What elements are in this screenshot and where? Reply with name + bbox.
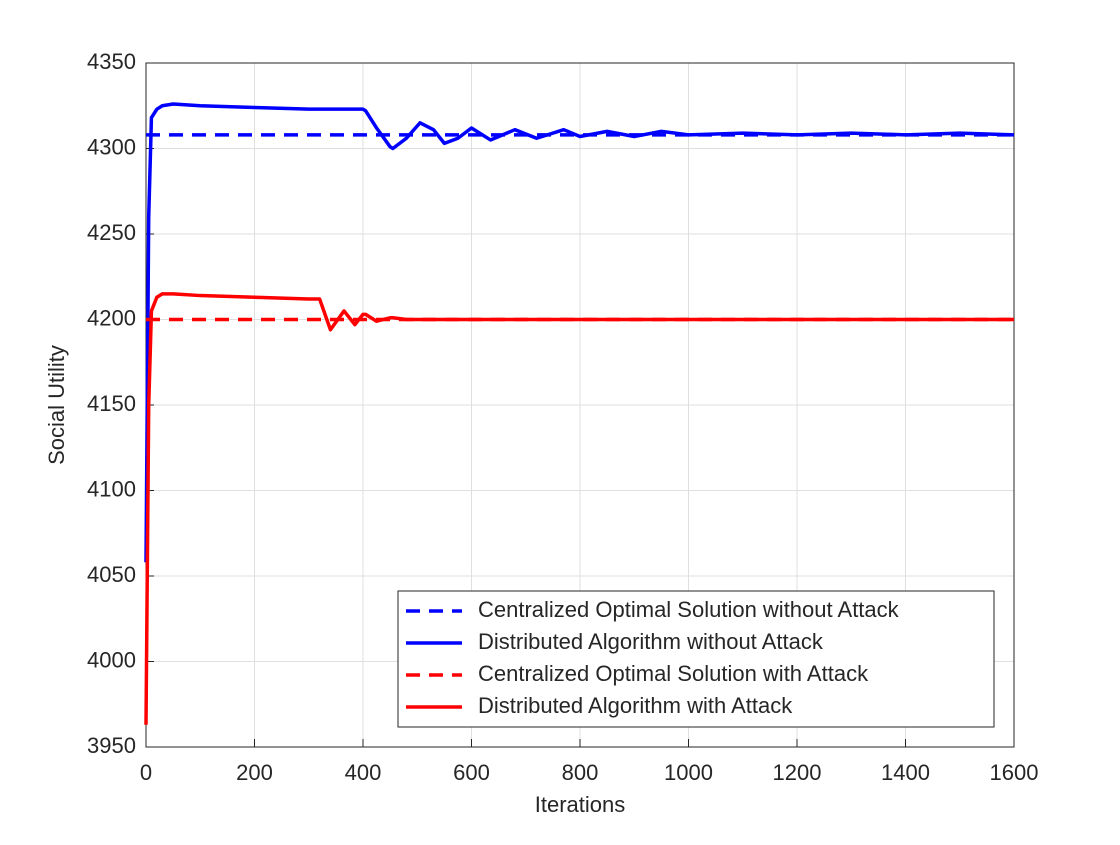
- legend-label: Centralized Optimal Solution without Att…: [478, 597, 900, 622]
- x-tick-label: 1200: [773, 760, 822, 785]
- y-tick-label: 4000: [87, 647, 136, 672]
- y-tick-label: 4350: [87, 49, 136, 74]
- x-axis-label: Iterations: [535, 792, 626, 817]
- y-tick-label: 3950: [87, 733, 136, 758]
- series-line: [144, 292, 1014, 725]
- legend-box: [397, 590, 995, 728]
- x-tick-label: 400: [345, 760, 382, 785]
- x-tick-label: 1400: [881, 760, 930, 785]
- legend: Centralized Optimal Solution without Att…: [397, 590, 995, 728]
- legend-label: Distributed Algorithm without Attack: [478, 629, 824, 654]
- y-tick-label: 4300: [87, 134, 136, 159]
- legend-label: Distributed Algorithm with Attack: [478, 693, 793, 718]
- x-tick-label: 1600: [990, 760, 1039, 785]
- x-tick-label: 200: [236, 760, 273, 785]
- x-tick-label: 800: [562, 760, 599, 785]
- y-tick-label: 4200: [87, 305, 136, 330]
- y-tick-label: 4250: [87, 220, 136, 245]
- x-tick-label: 0: [140, 760, 152, 785]
- y-tick-label: 4150: [87, 391, 136, 416]
- x-tick-label: 600: [453, 760, 490, 785]
- y-tick-label: 4050: [87, 562, 136, 587]
- y-tick-label: 4100: [87, 476, 136, 501]
- legend-label: Centralized Optimal Solution with Attack: [478, 661, 869, 686]
- y-axis-label: Social Utility: [44, 345, 69, 465]
- x-tick-label: 1000: [664, 760, 713, 785]
- series-line: [144, 102, 1015, 563]
